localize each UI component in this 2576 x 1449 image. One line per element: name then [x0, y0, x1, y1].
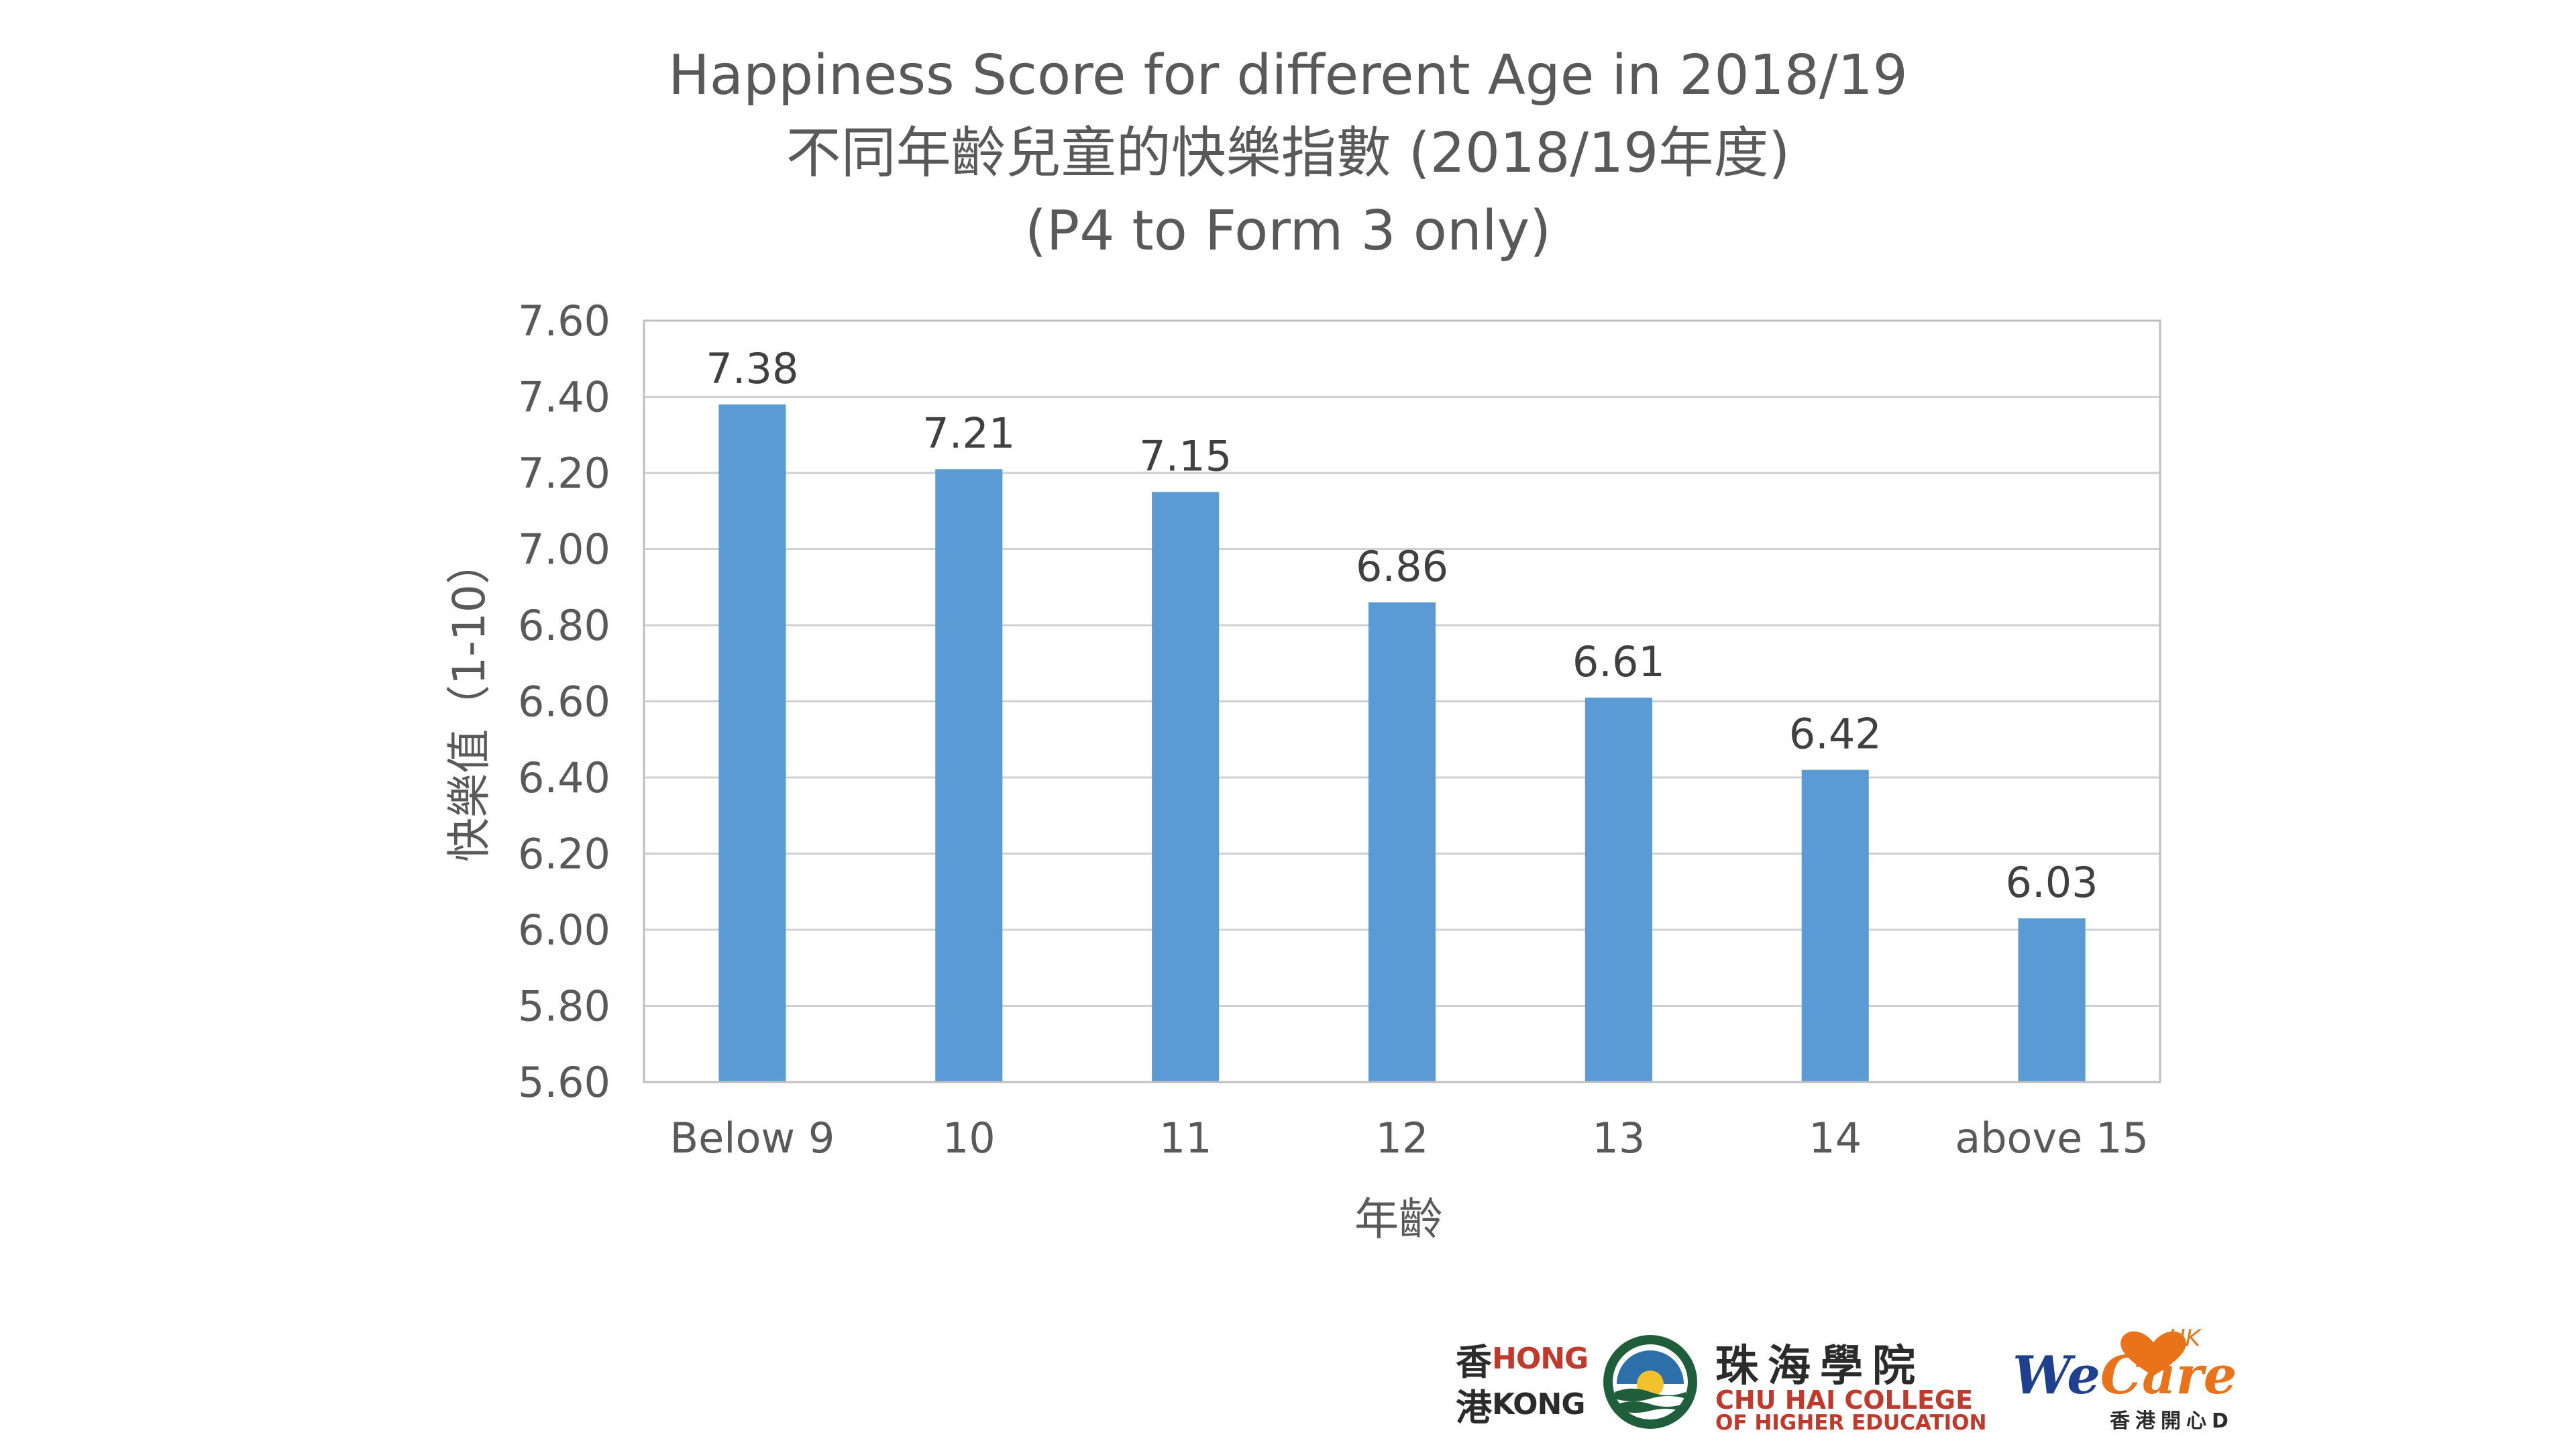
bar — [1368, 602, 1436, 1082]
plot-area-border — [643, 319, 2161, 1083]
x-category-label: 12 — [1376, 1114, 1429, 1163]
data-label: 7.21 — [922, 409, 1015, 458]
bars — [718, 404, 2086, 1082]
data-label: 6.03 — [2006, 858, 2098, 907]
y-tick-label: 6.80 — [518, 601, 610, 650]
heart-icon — [2121, 1331, 2186, 1376]
chart-title-chinese: 不同年齡兒童的快樂指數 (2018/19年度) — [786, 121, 1790, 185]
y-tick-label: 5.80 — [518, 982, 610, 1031]
y-axis-title: 快樂值（1-10） — [443, 540, 495, 862]
data-labels: 7.38 7.21 7.15 6.86 6.61 6.42 6.03 — [706, 344, 2098, 907]
bar — [2018, 918, 2086, 1082]
data-label: 6.42 — [1789, 710, 1882, 759]
bar — [1801, 769, 1869, 1082]
bar — [1152, 492, 1220, 1082]
y-tick-label: 6.60 — [518, 678, 610, 727]
wecare-hk-mark: HK — [2168, 1325, 2200, 1352]
y-tick-label: 7.60 — [518, 297, 610, 345]
y-tick-label: 6.40 — [518, 753, 610, 802]
hong-kong-zh-2: 港 — [1456, 1386, 1492, 1429]
bar — [1585, 697, 1652, 1082]
x-category-label: 10 — [943, 1114, 996, 1163]
y-tick-label: 7.40 — [518, 373, 610, 422]
wecare-care: Care — [2100, 1345, 2237, 1406]
chu-hai-crest-icon — [1603, 1335, 1697, 1429]
wecare-name-zh: 香港開心D — [2110, 1409, 2234, 1433]
hong-kong-en-1: HONG — [1492, 1341, 1589, 1376]
y-axis-ticks: 5.60 5.80 6.00 6.20 6.40 6.60 6.80 7.00 7.20 7.40… — [518, 297, 610, 1107]
x-category-label: 14 — [1809, 1114, 1862, 1163]
wecare-wordmark: WeCare — [2012, 1345, 2237, 1406]
chart-subtitle: (P4 to Form 3 only) — [1024, 199, 1552, 263]
y-tick-label: 5.60 — [518, 1058, 610, 1107]
hong-kong-en-2: KONG — [1492, 1387, 1585, 1421]
chart-title-block: Happiness Score for different Age in 201… — [0, 37, 2576, 270]
chu-hai-name-en-2: OF HIGHER EDUCATION — [1715, 1411, 1987, 1435]
bar — [718, 404, 786, 1082]
bar — [935, 469, 1003, 1082]
data-label: 7.15 — [1139, 431, 1232, 480]
bar-chart: 5.60 5.80 6.00 6.20 6.40 6.60 6.80 7.00 7.20 7.40… — [443, 297, 2161, 1245]
chu-hai-college-logo: 珠海學院 CHU HAI COLLEGE OF HIGHER EDUCATION — [1600, 1332, 1989, 1435]
wecare-we: We — [2012, 1345, 2100, 1406]
y-tick-label: 6.20 — [518, 830, 610, 879]
x-axis-title: 年齡 — [1354, 1193, 1443, 1245]
x-axis-categories: Below 9 10 11 12 13 14 above 15 — [670, 1114, 2149, 1163]
data-label: 7.38 — [706, 344, 798, 393]
hong-kong-zh-1: 香 — [1456, 1340, 1492, 1383]
brand-hong-kong-logo: 香 HONG 港 KONG — [1456, 1336, 1589, 1430]
wecare-logo: HK WeCare 香港開心D — [2012, 1325, 2294, 1433]
chu-hai-name-en-1: CHU HAI COLLEGE — [1715, 1385, 1974, 1415]
chart-title: Happiness Score for different Age in 201… — [668, 44, 1908, 107]
x-category-label: Below 9 — [670, 1114, 835, 1163]
x-category-label: 11 — [1159, 1114, 1212, 1163]
y-tick-label: 7.20 — [518, 449, 610, 498]
data-label: 6.61 — [1572, 637, 1665, 686]
data-label: 6.86 — [1356, 542, 1448, 591]
y-tick-label: 7.00 — [518, 525, 610, 574]
x-category-label: 13 — [1592, 1114, 1645, 1163]
y-tick-label: 6.00 — [518, 906, 610, 955]
chu-hai-name-zh: 珠海學院 — [1715, 1341, 1925, 1391]
x-category-label: above 15 — [1955, 1114, 2149, 1163]
